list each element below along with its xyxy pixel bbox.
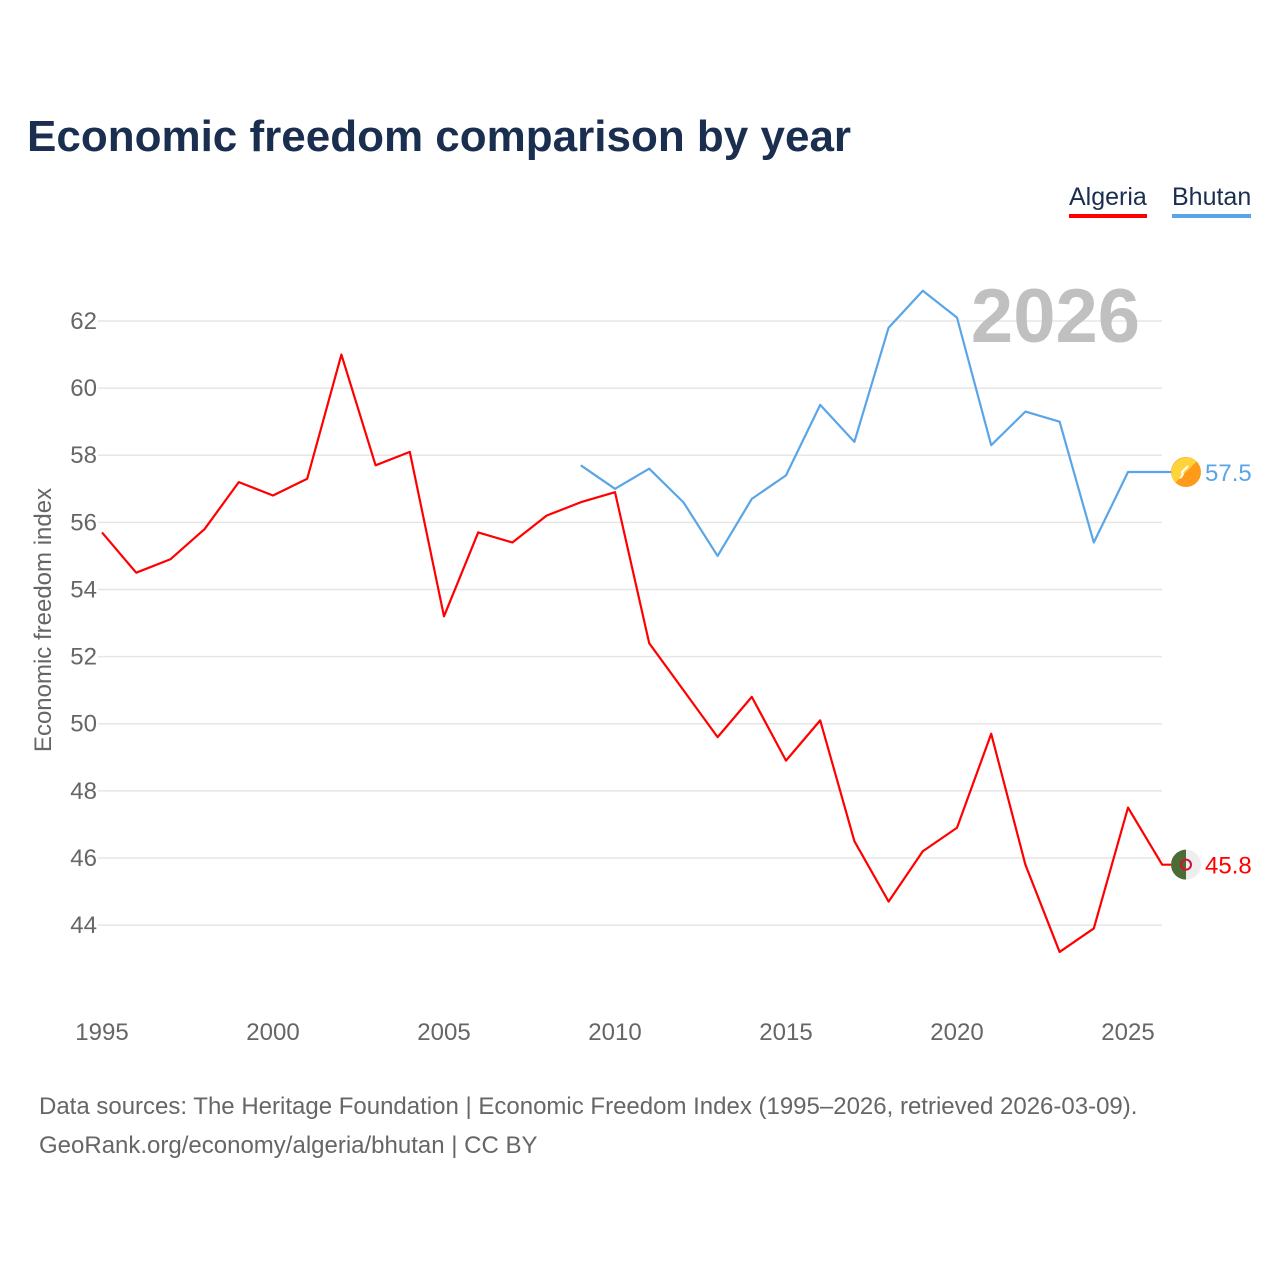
y-tick-label: 46	[70, 845, 97, 872]
data-point-algeria	[852, 839, 856, 843]
legend-item-algeria[interactable]: Algeria	[1069, 183, 1147, 218]
data-point-algeria	[716, 735, 720, 739]
x-tick-label: 2015	[759, 1019, 812, 1046]
data-point-algeria	[271, 494, 275, 498]
data-point-algeria	[1023, 863, 1027, 867]
data-point-algeria	[1092, 926, 1096, 930]
data-point-algeria	[647, 641, 651, 645]
data-point-algeria	[476, 530, 480, 534]
data-point-algeria	[510, 540, 514, 544]
chart-title: Economic freedom comparison by year	[27, 112, 852, 161]
data-point-algeria	[921, 849, 925, 853]
data-point-bhutan	[852, 440, 856, 444]
data-point-algeria	[408, 450, 412, 454]
data-point-bhutan	[716, 554, 720, 558]
x-tick-label: 2010	[588, 1019, 641, 1046]
data-point-algeria	[955, 826, 959, 830]
data-point-bhutan	[989, 443, 993, 447]
data-point-bhutan	[681, 500, 685, 504]
source-line-2[interactable]: GeoRank.org/economy/algeria/bhutan | CC …	[39, 1132, 538, 1159]
y-tick-label: 54	[70, 576, 97, 603]
data-point-algeria	[579, 500, 583, 504]
data-point-bhutan	[955, 316, 959, 320]
end-label-bhutan: 57.5	[1205, 460, 1252, 487]
data-point-bhutan	[1058, 420, 1062, 424]
data-point-algeria	[1160, 863, 1164, 867]
data-point-bhutan	[887, 326, 891, 330]
year-watermark: 2026	[971, 274, 1140, 359]
data-point-bhutan	[750, 497, 754, 501]
data-point-algeria	[681, 688, 685, 692]
data-point-bhutan	[1160, 470, 1164, 474]
data-point-algeria	[784, 759, 788, 763]
data-point-algeria	[100, 530, 104, 534]
data-point-bhutan	[1092, 540, 1096, 544]
data-point-bhutan	[579, 463, 583, 467]
x-tick-label: 2020	[930, 1019, 983, 1046]
data-point-algeria	[1058, 950, 1062, 954]
data-point-bhutan	[1023, 410, 1027, 414]
algeria-flag-icon	[1171, 849, 1201, 880]
data-point-algeria	[339, 353, 343, 357]
data-point-algeria	[818, 718, 822, 722]
y-tick-label: 62	[70, 308, 97, 335]
source-note: Data sources: The Heritage Foundation | …	[39, 1087, 1137, 1165]
data-point-algeria	[442, 614, 446, 618]
y-tick-label: 44	[70, 912, 97, 939]
data-point-algeria	[237, 480, 241, 484]
y-tick-label: 48	[70, 778, 97, 805]
series-line-bhutan	[580, 289, 1172, 558]
data-point-bhutan	[818, 403, 822, 407]
data-point-algeria	[887, 900, 891, 904]
data-point-algeria	[134, 571, 138, 575]
y-tick-label: 52	[70, 644, 97, 671]
legend-item-bhutan[interactable]: Bhutan	[1172, 183, 1252, 218]
data-point-bhutan	[647, 467, 651, 471]
x-tick-label: 2000	[246, 1019, 299, 1046]
y-tick-label: 60	[70, 375, 97, 402]
data-point-algeria	[305, 477, 309, 481]
y-tick-label: 58	[70, 442, 97, 469]
data-point-algeria	[203, 527, 207, 531]
y-tick-label: 50	[70, 711, 97, 738]
data-point-bhutan	[784, 473, 788, 477]
y-tick-label: 56	[70, 509, 97, 536]
data-point-algeria	[1126, 806, 1130, 810]
data-point-algeria	[750, 695, 754, 699]
bhutan-flag-icon	[1171, 457, 1201, 488]
x-tick-label: 1995	[75, 1019, 128, 1046]
data-point-bhutan	[1126, 470, 1130, 474]
data-point-bhutan	[613, 487, 617, 491]
y-axis-label: Economic freedom index	[30, 488, 57, 752]
source-line-1: Data sources: The Heritage Foundation | …	[39, 1093, 1138, 1120]
data-point-algeria	[989, 732, 993, 736]
series-line-algeria	[101, 353, 1172, 954]
data-point-bhutan	[921, 289, 925, 293]
data-point-algeria	[168, 557, 172, 561]
data-point-algeria	[545, 514, 549, 518]
x-tick-label: 2025	[1101, 1019, 1154, 1046]
x-tick-label: 2005	[417, 1019, 470, 1046]
end-label-algeria: 45.8	[1205, 853, 1252, 880]
data-point-algeria	[374, 463, 378, 467]
